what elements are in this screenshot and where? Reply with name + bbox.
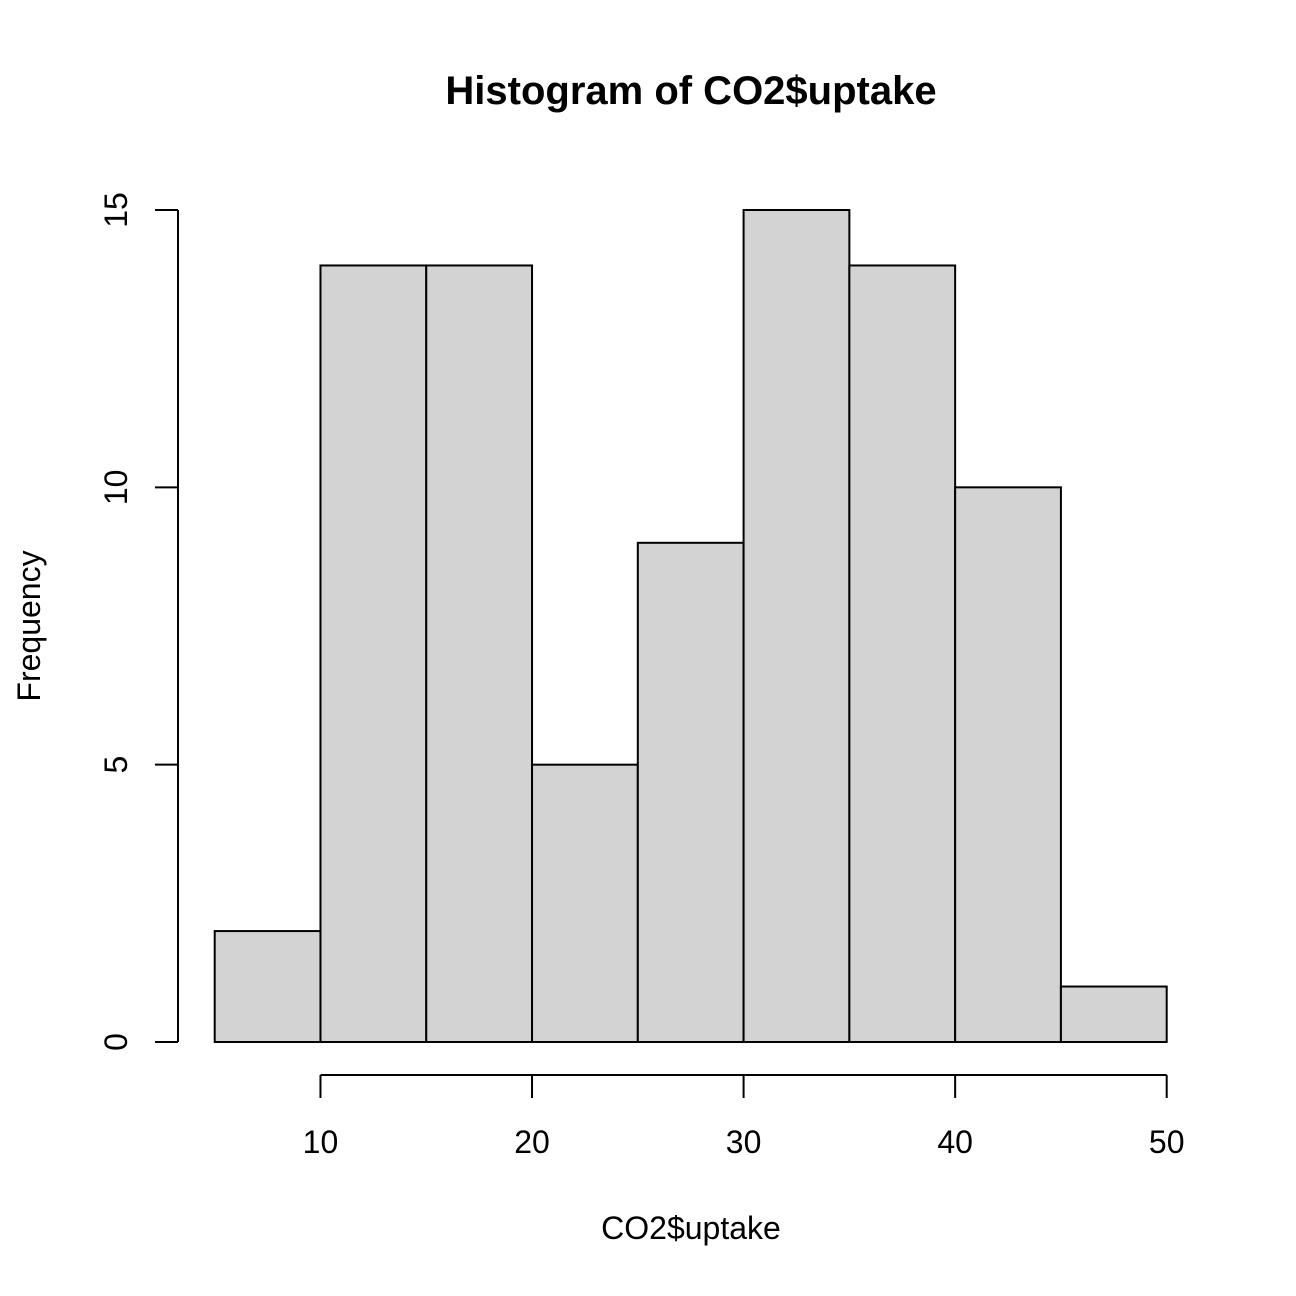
histogram-bar-30-35 bbox=[742, 209, 851, 1043]
y-axis-label: Frequency bbox=[11, 550, 47, 701]
histogram-bar-45-50 bbox=[1059, 985, 1168, 1043]
x-tick-label-20: 20 bbox=[514, 1124, 550, 1160]
y-tick-label-0: 0 bbox=[98, 1033, 134, 1051]
x-axis: 10 20 30 40 50 bbox=[303, 1074, 1185, 1160]
histogram-bar-35-40 bbox=[848, 264, 957, 1043]
chart-title: Histogram of CO2$uptake bbox=[445, 69, 936, 113]
histogram-bar-20-25 bbox=[531, 763, 639, 1044]
y-tick-label-5: 5 bbox=[98, 756, 134, 774]
x-axis-label: CO2$uptake bbox=[601, 1210, 781, 1246]
histogram-bar-15-20 bbox=[425, 264, 534, 1043]
histogram-bar-40-45 bbox=[954, 486, 1062, 1044]
y-tick-label-15: 15 bbox=[98, 192, 134, 228]
x-tick-label-30: 30 bbox=[726, 1124, 762, 1160]
x-tick-label-50: 50 bbox=[1149, 1124, 1185, 1160]
y-axis: 0 5 10 15 bbox=[98, 192, 179, 1051]
x-tick-label-10: 10 bbox=[303, 1124, 339, 1160]
histogram-bar-5-10 bbox=[213, 930, 322, 1043]
y-tick-label-10: 10 bbox=[98, 470, 134, 506]
histogram-bar-10-15 bbox=[319, 264, 428, 1043]
histogram-bar-25-30 bbox=[636, 541, 745, 1043]
bars-layer bbox=[213, 209, 1168, 1044]
x-tick-label-40: 40 bbox=[937, 1124, 973, 1160]
